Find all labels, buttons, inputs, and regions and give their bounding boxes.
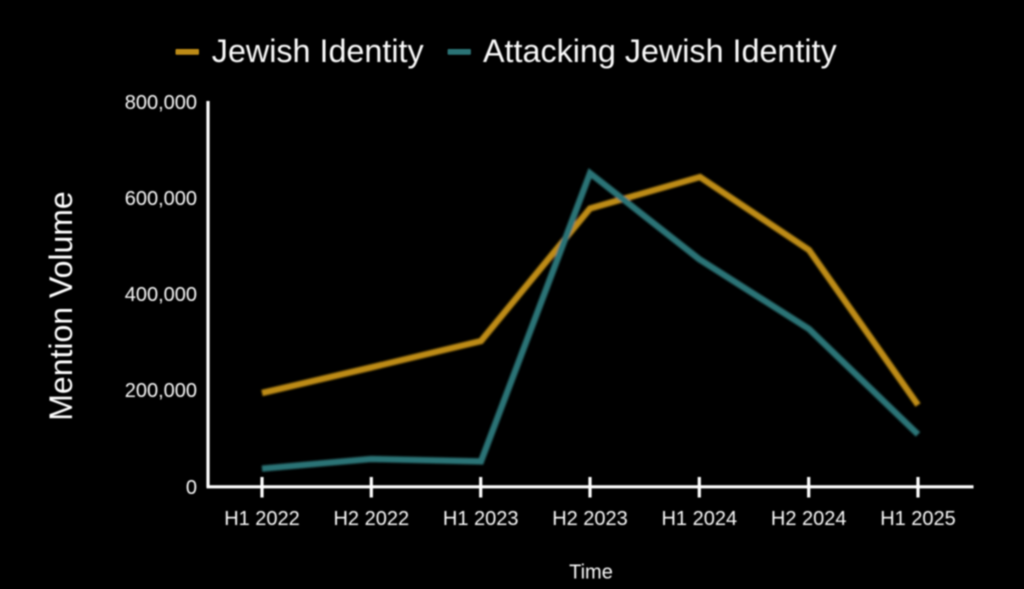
svg-text:Jewish Identity: Jewish Identity bbox=[212, 33, 425, 69]
svg-text:H1 2025: H1 2025 bbox=[880, 508, 956, 530]
svg-text:H2 2022: H2 2022 bbox=[333, 508, 409, 530]
svg-text:800,000: 800,000 bbox=[125, 92, 197, 114]
svg-text:H2 2023: H2 2023 bbox=[552, 508, 628, 530]
svg-text:400,000: 400,000 bbox=[125, 284, 197, 306]
svg-text:H2 2024: H2 2024 bbox=[771, 508, 847, 530]
svg-text:600,000: 600,000 bbox=[125, 188, 197, 210]
svg-text:H1 2022: H1 2022 bbox=[224, 508, 300, 530]
svg-text:Time: Time bbox=[569, 562, 613, 584]
svg-text:H1 2024: H1 2024 bbox=[661, 508, 737, 530]
svg-text:0: 0 bbox=[186, 477, 197, 499]
svg-text:200,000: 200,000 bbox=[125, 380, 197, 402]
svg-text:Mention Volume: Mention Volume bbox=[43, 191, 79, 420]
svg-text:Attacking Jewish Identity: Attacking Jewish Identity bbox=[483, 33, 837, 69]
svg-text:H1 2023: H1 2023 bbox=[443, 508, 519, 530]
